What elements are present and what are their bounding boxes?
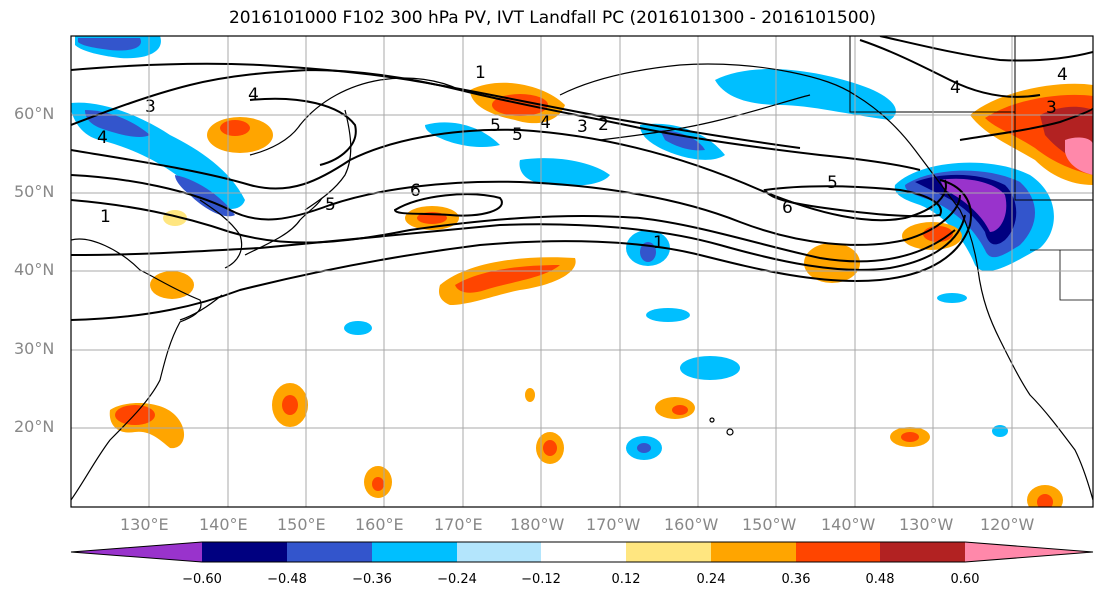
coastlines bbox=[71, 36, 1093, 501]
colorbar-label-0: −0.60 bbox=[182, 572, 222, 587]
colorbar-segment-5 bbox=[541, 542, 626, 562]
lon-label-170e: 170°E bbox=[434, 515, 483, 534]
contour-label-4e: 4 bbox=[1057, 65, 1068, 85]
colorbar-segment-7 bbox=[711, 542, 796, 562]
contour-label-3b: 3 bbox=[145, 97, 156, 117]
colorbar-segment-6 bbox=[626, 542, 711, 562]
colorbar-label-7: 0.36 bbox=[781, 572, 811, 587]
contour-label-3a: 3 bbox=[577, 117, 588, 137]
colorbar-label-5: 0.12 bbox=[611, 572, 641, 587]
lat-label-50n: 50°N bbox=[14, 182, 55, 201]
pv-contours bbox=[71, 36, 1093, 321]
colorbar-segment-9 bbox=[880, 542, 965, 562]
colorbar bbox=[70, 541, 1094, 563]
contour-label-4c: 4 bbox=[540, 113, 551, 133]
colorbar-segment-0 bbox=[71, 542, 202, 562]
contour-label-5b: 5 bbox=[512, 125, 523, 145]
lat-label-40n: 40°N bbox=[14, 260, 55, 279]
lon-label-120w: 120°W bbox=[980, 515, 1035, 534]
colorbar-label-3: −0.24 bbox=[437, 572, 477, 587]
colorbar-label-9: 0.60 bbox=[950, 572, 980, 587]
contour-label-4b: 4 bbox=[97, 128, 108, 148]
contour-label-2: 2 bbox=[598, 115, 609, 135]
colorbar-label-2: −0.36 bbox=[352, 572, 392, 587]
contour-label-1c: 1 bbox=[100, 207, 111, 227]
lat-label-20n: 20°N bbox=[14, 417, 55, 436]
lat-label-30n: 30°N bbox=[14, 339, 55, 358]
lat-label-60n: 60°N bbox=[14, 104, 55, 123]
lon-label-150e: 150°E bbox=[277, 515, 326, 534]
lon-label-140e: 140°E bbox=[199, 515, 248, 534]
colorbar-segment-4 bbox=[457, 542, 541, 562]
lon-label-130e: 130°E bbox=[120, 515, 169, 534]
anomaly-shading bbox=[71, 36, 1093, 507]
lon-label-130w: 130°W bbox=[899, 515, 954, 534]
colorbar-segment-10 bbox=[965, 542, 1093, 562]
contour-label-4d: 4 bbox=[950, 78, 961, 98]
colorbar-segment-3 bbox=[372, 542, 457, 562]
colorbar-label-6: 0.24 bbox=[696, 572, 726, 587]
lon-label-160e: 160°E bbox=[355, 515, 404, 534]
lon-label-160w: 160°W bbox=[664, 515, 719, 534]
contour-label-1b: 1 bbox=[653, 233, 664, 253]
colorbar-segment-8 bbox=[796, 542, 880, 562]
contour-label-1a: 1 bbox=[475, 63, 486, 83]
contour-label-5c: 5 bbox=[325, 195, 336, 215]
contour-label-6b: 6 bbox=[782, 198, 793, 218]
lon-label-170w: 170°W bbox=[586, 515, 641, 534]
colorbar-label-8: 0.48 bbox=[865, 572, 895, 587]
contour-label-5d: 5 bbox=[827, 173, 838, 193]
contour-label-group: 1 1 1 2 3 3 3 4 4 4 4 4 5 5 5 5 6 6 bbox=[97, 63, 1068, 253]
contour-label-6a: 6 bbox=[410, 181, 421, 201]
lon-label-150w: 150°W bbox=[742, 515, 797, 534]
contour-label-4a: 4 bbox=[248, 85, 259, 105]
map-title: 2016101000 F102 300 hPa PV, IVT Landfall… bbox=[228, 8, 876, 28]
lon-label-180w: 180°W bbox=[510, 515, 565, 534]
colorbar-label-4: −0.12 bbox=[521, 572, 561, 587]
colorbar-segment-2 bbox=[287, 542, 372, 562]
contour-label-5a: 5 bbox=[490, 116, 501, 136]
colorbar-segment-1 bbox=[202, 542, 287, 562]
gridlines bbox=[71, 36, 1093, 507]
contour-label-3c: 3 bbox=[1046, 98, 1057, 118]
lon-label-140w: 140°W bbox=[821, 515, 876, 534]
colorbar-label-1: −0.48 bbox=[267, 572, 307, 587]
